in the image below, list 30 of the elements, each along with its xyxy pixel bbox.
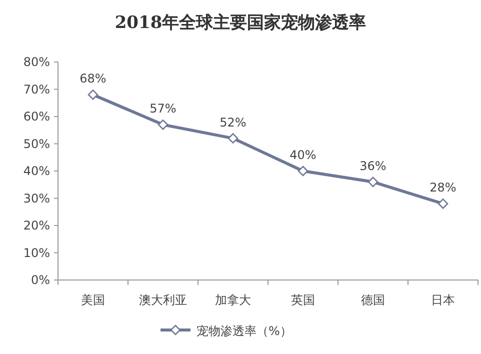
data-label: 52% <box>220 115 246 130</box>
y-tick-label: 60% <box>23 110 50 124</box>
y-tick-label: 80% <box>23 55 50 69</box>
x-tick-label: 美国 <box>81 293 105 307</box>
data-label: 28% <box>430 180 456 195</box>
point <box>228 133 238 144</box>
y-tick-label: 20% <box>23 218 50 232</box>
point <box>298 166 308 176</box>
x-tick-label: 英国 <box>291 293 315 307</box>
x-tick-label: 澳大利亚 <box>139 293 187 307</box>
data-label: 68% <box>80 72 106 86</box>
x-tick-label: 德国 <box>361 293 385 307</box>
x-tick-label: 加拿大 <box>215 293 251 307</box>
data-label: 36% <box>360 158 386 173</box>
legend-label: 宠物渗透率（%） <box>196 324 292 338</box>
point <box>88 90 98 100</box>
y-tick-label: 0% <box>30 273 50 287</box>
point <box>438 198 448 209</box>
y-tick-label: 70% <box>23 82 50 96</box>
data-label: 57% <box>150 102 176 116</box>
y-tick-label: 10% <box>23 246 50 260</box>
y-tick-label: 50% <box>23 136 50 151</box>
point <box>368 176 378 188</box>
legend: 宠物渗透率（%） <box>160 324 292 338</box>
x-tick-label: 日本 <box>431 293 455 307</box>
y-tick-label: 30% <box>23 191 50 206</box>
y-tick-label: 40% <box>23 164 50 178</box>
chart-title: 2018年全球主要国家宠物渗透率 <box>114 13 366 33</box>
point <box>158 120 168 130</box>
data-label: 40% <box>290 148 316 162</box>
